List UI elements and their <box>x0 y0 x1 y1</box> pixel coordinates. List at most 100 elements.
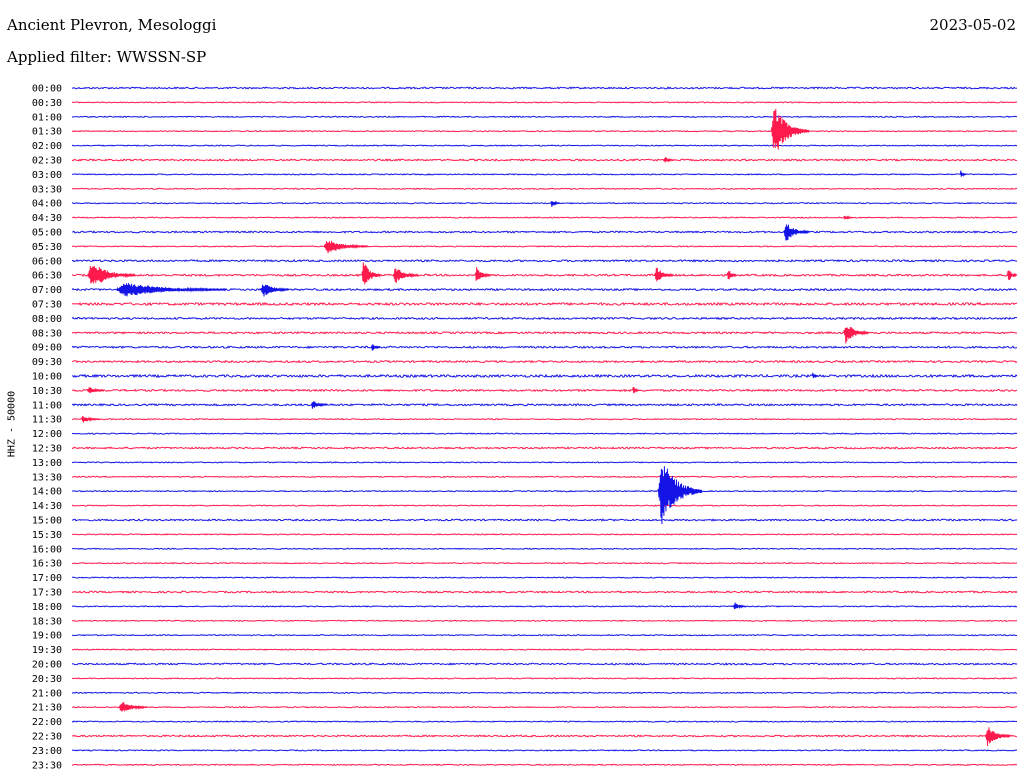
trace-line <box>71 475 1018 478</box>
seismic-event <box>770 108 810 150</box>
trace-line <box>71 662 1018 666</box>
row-time-label: 15:30 <box>32 530 62 541</box>
trace-line <box>71 345 1018 350</box>
row-time-label: 20:30 <box>32 674 62 685</box>
seismic-event <box>81 415 101 423</box>
seismic-event <box>843 327 870 344</box>
trace-line <box>71 432 1018 435</box>
trace-line <box>71 720 1018 723</box>
trace-line <box>71 359 1018 364</box>
trace-line <box>71 763 1018 766</box>
seismic-event <box>370 344 381 351</box>
row-time-label: 04:30 <box>32 213 62 224</box>
row-time-label: 11:00 <box>32 400 62 411</box>
seismic-event <box>260 284 290 297</box>
trace-line <box>71 216 1018 219</box>
row-time-label: 17:30 <box>32 588 62 599</box>
seismic-event <box>87 387 104 394</box>
row-time-label: 09:00 <box>32 343 62 354</box>
row-time-label: 13:30 <box>32 472 62 483</box>
trace-line <box>71 691 1018 694</box>
row-time-label: 02:00 <box>32 141 62 152</box>
trace-line <box>71 316 1018 321</box>
record-date: 2023-05-02 <box>929 16 1016 34</box>
row-time-label: 19:30 <box>32 645 62 656</box>
trace-line <box>71 273 1018 278</box>
trace-line <box>71 547 1018 550</box>
trace-line <box>71 734 1018 738</box>
seismic-event <box>87 265 136 284</box>
row-time-label: 06:30 <box>32 271 62 282</box>
trace-line <box>71 605 1018 608</box>
row-time-label: 07:30 <box>32 300 62 311</box>
seismic-event <box>115 283 227 297</box>
trace-line <box>71 287 1018 292</box>
row-time-label: 15:00 <box>32 516 62 527</box>
row-time-label: 16:00 <box>32 544 62 555</box>
seismic-event <box>361 262 381 285</box>
row-time-label: 02:30 <box>32 156 62 167</box>
row-time-label: 08:30 <box>32 328 62 339</box>
seismic-event <box>392 268 419 283</box>
trace-line <box>71 461 1018 464</box>
seismic-event <box>550 200 561 207</box>
row-time-label: 11:30 <box>32 415 62 426</box>
seismic-event <box>118 702 148 712</box>
trace-line <box>71 504 1018 507</box>
row-time-label: 01:00 <box>32 112 62 123</box>
trace-line <box>71 490 1018 493</box>
trace-line <box>72 533 1018 536</box>
row-time-label: 20:00 <box>32 660 62 671</box>
seismic-event <box>985 727 1011 746</box>
trace-line <box>71 201 1018 205</box>
seismic-event <box>632 386 640 394</box>
trace-line <box>71 402 1018 407</box>
row-time-label: 04:00 <box>32 199 62 210</box>
row-time-label: 05:00 <box>32 228 62 239</box>
seismic-event <box>1007 270 1017 281</box>
trace-line <box>71 258 1018 263</box>
trace-line <box>71 115 1018 118</box>
seismic-event <box>733 602 747 610</box>
trace-line <box>71 418 1018 421</box>
row-time-label: 12:00 <box>32 429 62 440</box>
trace-line <box>71 130 1018 133</box>
row-time-label: 22:00 <box>32 717 62 728</box>
row-time-label: 18:00 <box>32 602 62 613</box>
seismic-event <box>654 267 674 282</box>
trace-line <box>72 634 1018 637</box>
trace-line <box>71 388 1018 393</box>
trace-line <box>71 562 1018 565</box>
seismic-event <box>959 170 967 177</box>
row-time-label: 10:30 <box>32 386 62 397</box>
seismic-event <box>726 271 737 280</box>
trace-line <box>71 749 1018 752</box>
trace-line <box>71 230 1018 234</box>
seismic-event <box>843 215 853 220</box>
trace-line <box>71 144 1018 147</box>
trace-line <box>72 245 1018 248</box>
row-time-label: 00:00 <box>32 84 62 95</box>
trace-line <box>71 101 1017 104</box>
row-time-label: 09:30 <box>32 357 62 368</box>
row-time-label: 13:00 <box>32 458 62 469</box>
seismic-event <box>310 401 328 409</box>
trace-line <box>71 576 1018 579</box>
row-time-label: 18:30 <box>32 616 62 627</box>
row-time-label: 14:00 <box>32 487 62 498</box>
row-time-label: 08:00 <box>32 314 62 325</box>
trace-line <box>71 187 1018 190</box>
row-time-label: 10:00 <box>32 372 62 383</box>
row-time-label: 23:00 <box>32 746 62 757</box>
row-time-label: 07:00 <box>32 285 62 296</box>
row-time-label: 01:30 <box>32 127 62 138</box>
row-time-label: 23:30 <box>32 760 62 771</box>
trace-line <box>71 158 1018 162</box>
trace-line <box>71 518 1018 522</box>
row-time-label: 12:30 <box>32 444 62 455</box>
seismic-event <box>783 224 810 241</box>
row-time-label: 14:30 <box>32 501 62 512</box>
trace-line <box>71 619 1018 622</box>
row-time-label: 21:30 <box>32 703 62 714</box>
trace-line <box>71 330 1017 335</box>
